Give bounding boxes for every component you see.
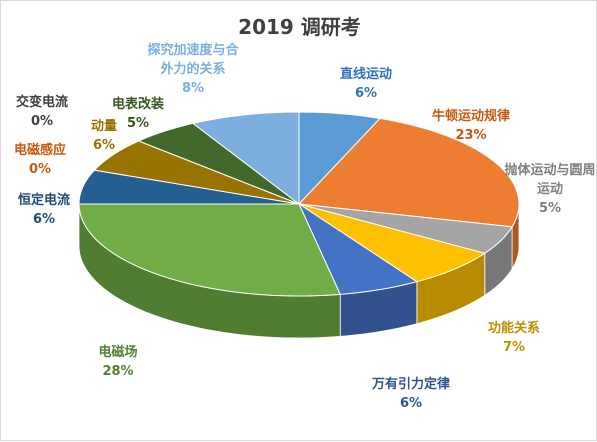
slice-name-11-line-0: 探究加速度与合	[147, 43, 239, 58]
pie-slice-6	[78, 169, 300, 205]
pie-slice-1	[297, 117, 520, 228]
slice-value-1: 23%	[455, 128, 487, 143]
pie-slice-10	[137, 122, 300, 205]
slice-label-10: 电表改装 5%	[68, 95, 208, 133]
slice-name-1-line-0: 牛顿运动规律	[431, 109, 510, 124]
slice-name-7-line-0: 电磁感应	[13, 143, 66, 158]
pie-slice-0	[298, 111, 382, 206]
slice-name-2-line-0: 抛体运动与圆周	[504, 163, 596, 178]
slice-name-0-line-0: 直线运动	[339, 67, 392, 82]
slice-value-9: 6%	[92, 138, 116, 153]
slice-value-2: 5%	[538, 201, 562, 216]
slice-name-2-line-1: 运动	[536, 182, 563, 197]
slice-label-5: 电磁场 28%	[48, 343, 188, 381]
slice-name-5-line-0: 电磁场	[98, 345, 138, 360]
slice-value-3: 7%	[502, 340, 526, 355]
slice-name-4-line-0: 万有引力定律	[371, 377, 450, 392]
slice-label-4: 万有引力定律 6%	[341, 375, 481, 413]
pie-slice-2	[298, 203, 513, 254]
pie-slice-5	[78, 203, 341, 297]
pie-slice-9	[93, 140, 300, 205]
chart-title: 2019 调研考	[238, 15, 361, 39]
slice-label-8: 交变电流 0%	[0, 93, 112, 131]
slice-name-11-line-1: 外力的关系	[160, 62, 226, 77]
slice-name-3-line-0: 功能关系	[487, 321, 540, 336]
slice-value-8: 0%	[30, 114, 54, 129]
slice-value-4: 6%	[399, 396, 423, 411]
slice-label-11: 探究加速度与合 外力的关系 8%	[123, 41, 263, 98]
slice-value-0: 6%	[354, 86, 378, 101]
slice-name-9-line-0: 动量	[90, 119, 117, 134]
slice-value-5: 28%	[102, 364, 134, 379]
slice-value-6: 6%	[32, 212, 56, 227]
slice-label-3: 功能关系 7%	[444, 319, 584, 357]
pie-slice-11	[191, 111, 300, 206]
pie-slice-3	[298, 203, 486, 283]
slice-value-11: 8%	[181, 81, 205, 96]
pie-slice-4	[297, 202, 419, 295]
slice-label-0: 直线运动 6%	[296, 65, 436, 103]
slice-label-6: 恒定电流 6%	[0, 191, 114, 229]
slice-label-1: 牛顿运动规律 23%	[401, 107, 541, 145]
slice-name-8-line-0: 交变电流	[15, 95, 68, 110]
slice-name-6-line-0: 恒定电流	[17, 193, 70, 208]
slice-label-2: 抛体运动与圆周 运动 5%	[480, 161, 597, 218]
slice-value-10: 5%	[126, 116, 150, 131]
slice-label-9: 动量 6%	[34, 117, 174, 155]
slice-label-7: 电磁感应 0%	[0, 141, 110, 179]
slice-name-10-line-0: 电表改装	[111, 97, 164, 112]
slice-value-7: 0%	[28, 162, 52, 177]
